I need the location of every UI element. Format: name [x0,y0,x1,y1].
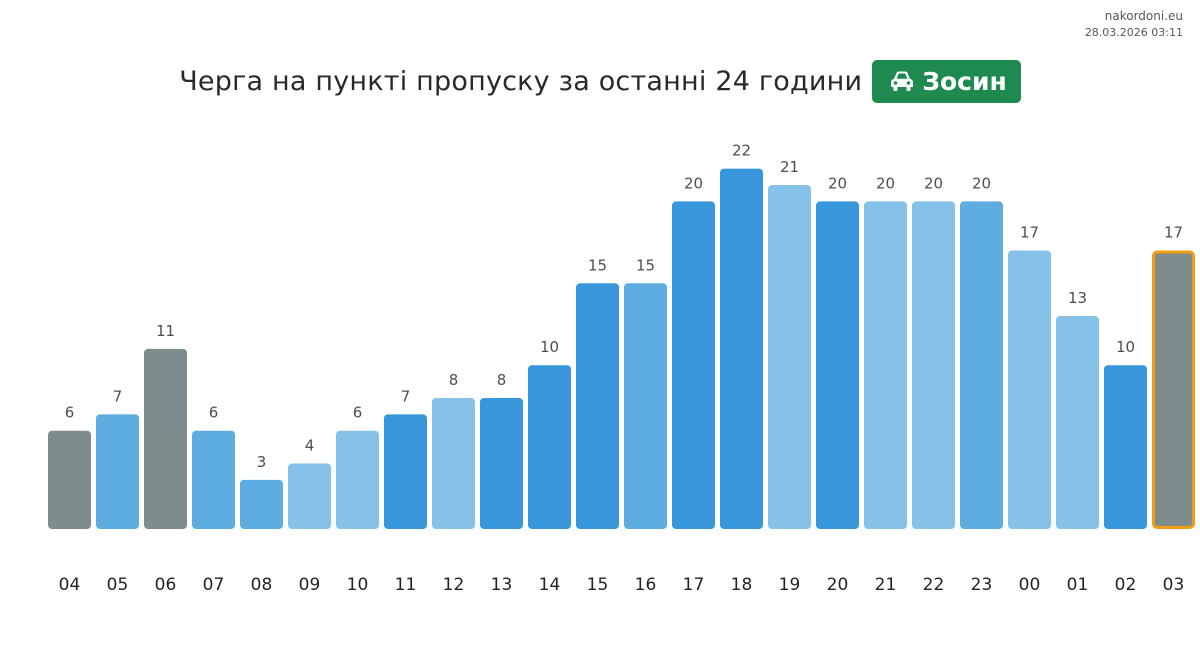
bar-03 [1152,250,1195,529]
x-tick-04: 04 [59,575,81,595]
bar-06 [144,348,187,529]
bar-05 [96,414,139,529]
x-tick-07: 07 [203,575,225,595]
x-tick-01: 01 [1067,575,1089,595]
data-label-16: 15 [636,256,655,274]
x-tick-05: 05 [107,575,129,595]
data-label-07: 6 [209,404,219,422]
x-tick-20: 20 [827,575,849,595]
data-label-00: 17 [1020,224,1039,242]
bar-08 [240,479,283,529]
bar-12 [432,397,475,529]
data-label-03: 17 [1164,224,1183,242]
data-label-21: 20 [876,174,895,192]
data-label-20: 20 [828,174,847,192]
bar-16 [624,283,667,529]
data-label-11: 7 [401,387,411,405]
title-row: Черга на пункті пропуску за останні 24 г… [0,59,1200,103]
data-label-23: 20 [972,174,991,192]
data-label-17: 20 [684,174,703,192]
x-tick-02: 02 [1115,575,1137,595]
x-tick-19: 19 [779,575,801,595]
x-tick-22: 22 [923,575,945,595]
x-tick-06: 06 [155,575,177,595]
data-label-10: 6 [353,404,363,422]
data-label-13: 8 [497,371,507,389]
x-tick-21: 21 [875,575,897,595]
data-label-05: 7 [113,387,123,405]
bar-11 [384,414,427,529]
data-label-01: 13 [1068,289,1087,307]
x-tick-11: 11 [395,575,417,595]
bar-23 [960,201,1003,529]
bar-09 [288,463,331,529]
bar-19 [768,185,811,529]
bar-10 [336,430,379,529]
x-tick-17: 17 [683,575,705,595]
checkpoint-name: Зосин [922,66,1007,96]
chart-title: Черга на пункті пропуску за останні 24 г… [179,65,863,97]
x-tick-15: 15 [587,575,609,595]
x-tick-09: 09 [299,575,321,595]
data-label-15: 15 [588,256,607,274]
bar-15 [576,283,619,529]
bar-01 [1056,316,1099,529]
bar-02 [1104,365,1147,529]
x-tick-10: 10 [347,575,369,595]
data-label-09: 4 [305,436,315,454]
data-label-04: 6 [65,404,75,422]
data-label-12: 8 [449,371,459,389]
bar-18 [720,168,763,529]
data-label-06: 11 [156,322,175,340]
data-label-19: 21 [780,158,799,176]
x-tick-00: 00 [1019,575,1041,595]
bar-21 [864,201,907,529]
data-label-08: 3 [257,453,267,471]
site-name: nakordoni.eu [1104,9,1183,23]
bar-20 [816,201,859,529]
car-icon [891,71,914,91]
checkpoint-badge: Зосин [872,59,1021,103]
x-tick-13: 13 [491,575,513,595]
bar-04 [48,430,91,529]
bar-14 [528,365,571,529]
x-tick-14: 14 [539,575,561,595]
timestamp: 28.03.2026 03:11 [1084,26,1183,39]
bar-22 [912,201,955,529]
x-tick-23: 23 [971,575,993,595]
x-tick-12: 12 [443,575,465,595]
data-label-14: 10 [540,338,559,356]
bar-13 [480,397,523,529]
bar-00 [1008,250,1051,530]
x-tick-08: 08 [251,575,273,595]
data-label-22: 20 [924,174,943,192]
x-tick-03: 03 [1163,575,1185,595]
data-label-02: 10 [1116,338,1135,356]
bar-07 [192,430,235,529]
bar-17 [672,201,715,529]
data-label-18: 22 [732,142,751,160]
x-tick-16: 16 [635,575,657,595]
x-tick-18: 18 [731,575,753,595]
site-info: nakordoni.eu 28.03.2026 03:11 [1085,9,1183,40]
